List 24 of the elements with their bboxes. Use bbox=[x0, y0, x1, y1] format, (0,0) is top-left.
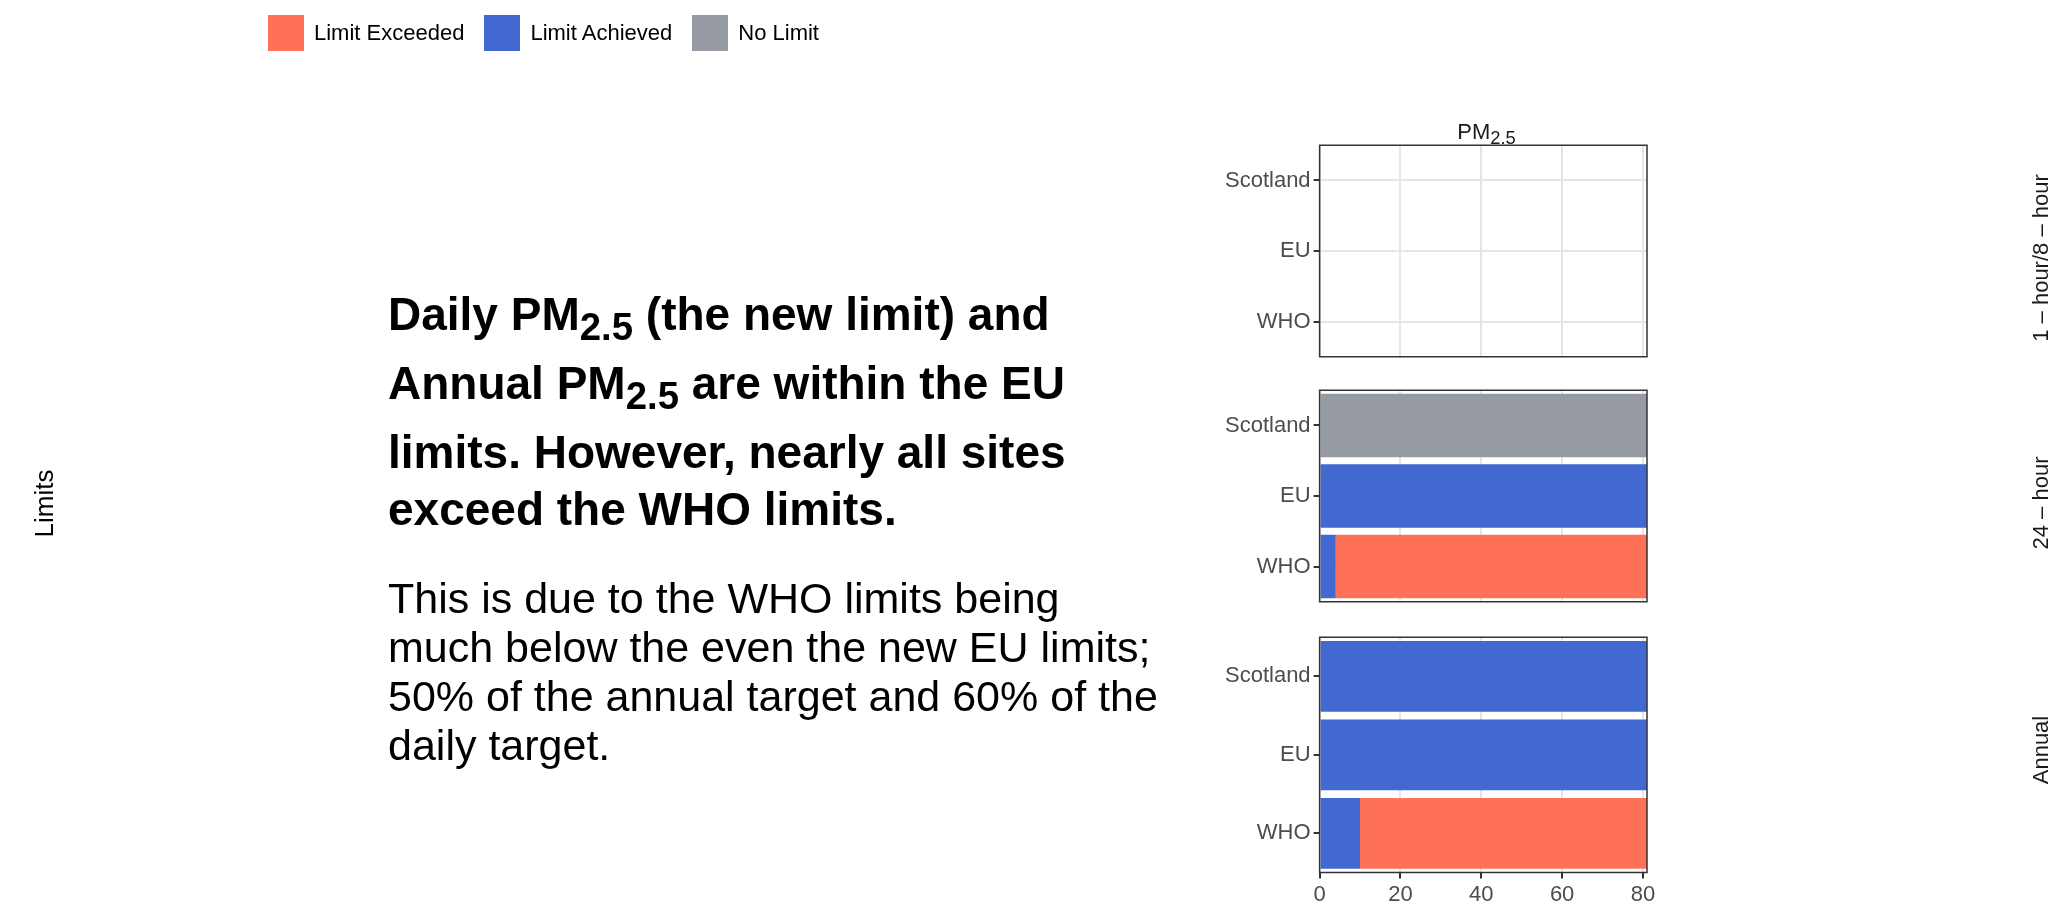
y-tick-label: EU bbox=[1280, 237, 1311, 263]
legend-label: Limit Exceeded bbox=[314, 20, 465, 46]
y-tick-label: WHO bbox=[1256, 307, 1311, 333]
y2-axis-title: 1 – hour/8 – hour bbox=[2028, 174, 2054, 342]
y-tick-label: WHO bbox=[1256, 552, 1311, 578]
x-tick-label: 60 bbox=[1549, 880, 1575, 906]
y2-axis-title: Annual bbox=[2028, 715, 2054, 785]
chart-title: PM$_{2.5}$ bbox=[1456, 119, 1517, 150]
y-tick-label: EU bbox=[1280, 740, 1311, 766]
legend-label: Limit Achieved bbox=[530, 20, 673, 46]
text: Daily PM$_{2.5}$ (the new limit) and Annual PM$_{2.5}$ are within the EU limits. However, nearly all sites exceed the WHO limits. bbox=[388, 287, 1067, 538]
y-tick-label: Scotland bbox=[1224, 166, 1311, 192]
y-tick-label: Scotland bbox=[1224, 662, 1311, 688]
y-tick-label: WHO bbox=[1256, 819, 1311, 845]
legend-label: No Limit bbox=[738, 20, 819, 46]
text: This is due to the WHO limits being much below the even the new EU limits; 50% of the annual target and 60% of the daily target. bbox=[388, 574, 1158, 771]
y2-axis-title: 24 – hour bbox=[2028, 456, 2054, 550]
x-tick-label: 0 bbox=[1313, 880, 1326, 906]
x-tick-label: 40 bbox=[1469, 880, 1494, 906]
y-tick-label: Scotland bbox=[1224, 411, 1311, 437]
x-tick-label: 80 bbox=[1630, 880, 1656, 906]
y-axis-title: Limits bbox=[29, 469, 61, 537]
y-tick-label: EU bbox=[1280, 482, 1311, 508]
x-tick-label: 20 bbox=[1388, 880, 1413, 906]
